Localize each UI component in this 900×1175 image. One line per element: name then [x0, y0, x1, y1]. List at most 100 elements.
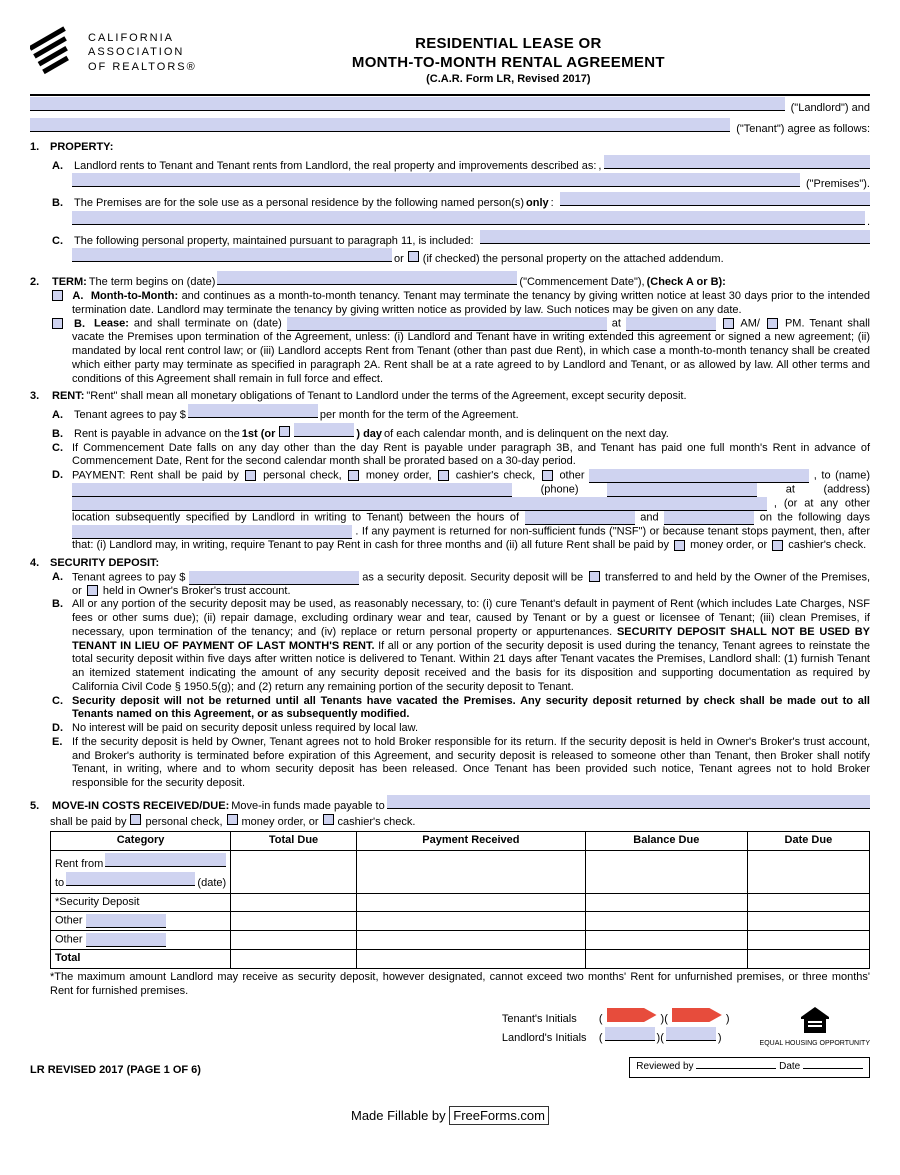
- s4A-amt[interactable]: [189, 571, 359, 585]
- s2B-date-fill[interactable]: [287, 317, 607, 331]
- revby-fill[interactable]: [696, 1068, 776, 1069]
- s3D-cc2[interactable]: [772, 540, 783, 551]
- r4-fill[interactable]: [86, 933, 166, 947]
- s3D-cc[interactable]: [438, 470, 449, 481]
- s2B-pm-check[interactable]: [767, 318, 778, 329]
- r4-pay[interactable]: [356, 931, 585, 950]
- r3-bal[interactable]: [585, 912, 747, 931]
- s3D-oth-fill[interactable]: [589, 469, 809, 483]
- s1B-fill1[interactable]: [560, 192, 870, 206]
- s3B-check[interactable]: [279, 426, 290, 437]
- s3B-day-fill[interactable]: [294, 423, 354, 437]
- r4-cat: Other: [51, 931, 231, 950]
- freeforms-link[interactable]: FreeForms.com: [449, 1106, 549, 1125]
- s5-pc[interactable]: [130, 814, 141, 825]
- r1-date[interactable]: [747, 851, 869, 894]
- made-by: Made Fillable by FreeForms.com: [30, 1108, 870, 1124]
- s2B-am-check[interactable]: [723, 318, 734, 329]
- s2B-time-fill[interactable]: [626, 317, 716, 331]
- r2-bal[interactable]: [585, 893, 747, 912]
- r3-total[interactable]: [231, 912, 357, 931]
- th-bal: Balance Due: [585, 832, 747, 851]
- s5-note: *The maximum amount Landlord may receive…: [50, 971, 870, 999]
- s4A-2: as a security deposit. Security deposit …: [362, 571, 586, 583]
- revdate-fill[interactable]: [803, 1068, 863, 1069]
- s5-payto[interactable]: [387, 795, 870, 809]
- s2B-t1: and shall terminate on (date): [134, 318, 287, 330]
- r3-fill[interactable]: [86, 914, 166, 928]
- movein-table: Category Total Due Payment Received Bala…: [50, 831, 870, 969]
- sign-here-icon[interactable]: [672, 1008, 722, 1022]
- s3D-mo2[interactable]: [674, 540, 685, 551]
- sign-here-icon[interactable]: [607, 1008, 657, 1022]
- s3D-hr1[interactable]: [525, 511, 635, 525]
- l-init1[interactable]: [605, 1027, 655, 1041]
- s2A-check[interactable]: [52, 290, 63, 301]
- l-init2[interactable]: [666, 1027, 716, 1041]
- s1A-fill2[interactable]: [72, 173, 800, 187]
- num-5: 5.: [30, 800, 50, 814]
- r2-total[interactable]: [231, 893, 357, 912]
- s3D-name-fill[interactable]: [72, 483, 512, 497]
- tenant-fill[interactable]: [30, 118, 730, 132]
- s3D-mo[interactable]: [348, 470, 359, 481]
- s3A-2: per month for the term of the Agreement.: [320, 409, 519, 423]
- title-block: RESIDENTIAL LEASE OR MONTH-TO-MONTH RENT…: [197, 25, 820, 86]
- s3D-and: and: [640, 511, 664, 523]
- s3D-days-fill[interactable]: [72, 525, 352, 539]
- s2B-am: AM/: [740, 318, 765, 330]
- l-init: Landlord's Initials: [502, 1032, 597, 1046]
- ehl-block: EQUAL HOUSING OPPORTUNITY: [760, 1005, 870, 1050]
- s5-mo[interactable]: [227, 814, 238, 825]
- r5-pay[interactable]: [356, 950, 585, 969]
- let-4A: A.: [50, 571, 72, 585]
- r5-bal[interactable]: [585, 950, 747, 969]
- r2-date[interactable]: [747, 893, 869, 912]
- s2-date-fill[interactable]: [217, 271, 517, 285]
- r4-bal[interactable]: [585, 931, 747, 950]
- r1-from[interactable]: [105, 853, 226, 867]
- s1C-check[interactable]: [408, 251, 419, 262]
- s1A-text: Landlord rents to Tenant and Tenant rent…: [74, 160, 596, 174]
- s3D-1: PAYMENT: Rent shall be paid by: [72, 469, 243, 481]
- s3D-5: money order, or: [687, 539, 770, 551]
- let-3B: B.: [50, 428, 72, 442]
- s3D-pc[interactable]: [245, 470, 256, 481]
- s3B-1: Rent is payable in advance on the: [74, 428, 240, 442]
- r4-date[interactable]: [747, 931, 869, 950]
- s1B-fill2[interactable]: [72, 211, 865, 225]
- s2A: A. Month-to-Month: and continues as a mo…: [72, 290, 870, 318]
- landlord-fill[interactable]: [30, 97, 785, 111]
- s3A-amt[interactable]: [188, 404, 318, 418]
- table-header-row: Category Total Due Payment Received Bala…: [51, 832, 870, 851]
- r3-date[interactable]: [747, 912, 869, 931]
- r1-to[interactable]: [66, 872, 195, 886]
- s3D-ph-fill[interactable]: [607, 483, 757, 497]
- landlord-line: ("Landlord") and: [30, 97, 870, 116]
- r1-total[interactable]: [231, 851, 357, 894]
- s3D-addr-fill[interactable]: [72, 497, 767, 511]
- s1C-fill2[interactable]: [72, 248, 392, 262]
- r2-pay[interactable]: [356, 893, 585, 912]
- s3-body: A. Tenant agrees to pay $ per month for …: [50, 404, 870, 553]
- r1-pay[interactable]: [356, 851, 585, 894]
- s4C: Security deposit will not be returned un…: [72, 695, 870, 723]
- r5-total[interactable]: [231, 950, 357, 969]
- s2A-h: Month-to-Month:: [91, 290, 178, 302]
- s4A-c2[interactable]: [87, 585, 98, 596]
- s4A-c1[interactable]: [589, 571, 600, 582]
- s1A-fill1[interactable]: [604, 155, 870, 169]
- r1-bal[interactable]: [585, 851, 747, 894]
- rule-top: [30, 94, 870, 96]
- r4-total[interactable]: [231, 931, 357, 950]
- s5-cc[interactable]: [323, 814, 334, 825]
- s3D-hr2[interactable]: [664, 511, 754, 525]
- s2B-check[interactable]: [52, 318, 63, 329]
- s3D-oth[interactable]: [542, 470, 553, 481]
- section-2: 2. TERM: The term begins on (date) ("Com…: [30, 271, 870, 290]
- s1C-fill1[interactable]: [480, 230, 870, 244]
- r3-pay[interactable]: [356, 912, 585, 931]
- org-line2: ASSOCIATION: [88, 45, 197, 59]
- s1-body: A. Landlord rents to Tenant and Tenant r…: [50, 155, 870, 268]
- r5-date[interactable]: [747, 950, 869, 969]
